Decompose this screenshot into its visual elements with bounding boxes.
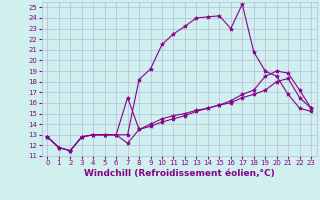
X-axis label: Windchill (Refroidissement éolien,°C): Windchill (Refroidissement éolien,°C) [84,169,275,178]
